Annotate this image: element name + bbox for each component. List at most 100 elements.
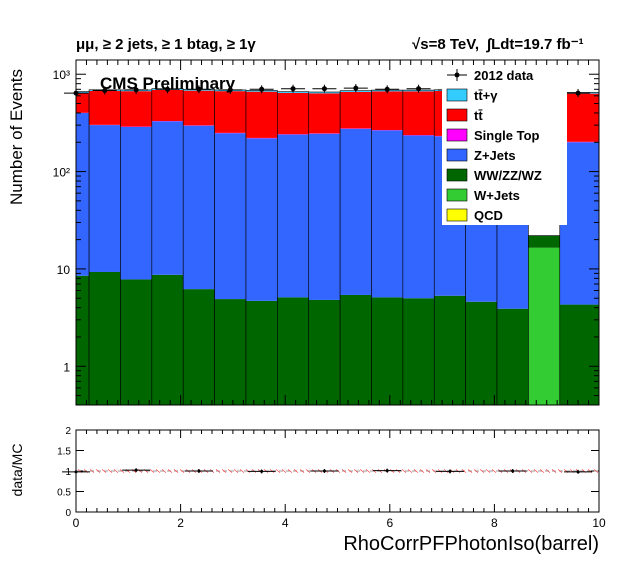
legend-label-0: 2012 data <box>474 68 534 83</box>
bar-z-jets-bin-9 <box>340 128 372 295</box>
legend-label-4: Z+Jets <box>474 148 516 163</box>
ratio-plot-panel: 0 0.5 1 1.5 2 0 2 4 6 8 10 <box>57 426 606 530</box>
ratio-point-1 <box>134 468 138 472</box>
ratio-uncertainty-hatch <box>293 469 299 473</box>
data-point-4 <box>196 86 202 92</box>
bar-tt--bin-11 <box>402 91 435 136</box>
lumi-label: ∫Ldt=19.7 fb⁻¹ <box>486 36 584 53</box>
bar-ww-zz-wz-bin-13 <box>465 301 498 405</box>
ratio-y-tick-label-3: 1.5 <box>57 447 71 458</box>
bar-tt--bin-3 <box>151 89 184 122</box>
ratio-uncertainty-hatch <box>107 469 113 473</box>
ratio-uncertainty-hatch <box>305 469 311 473</box>
ratio-point-6 <box>448 469 452 473</box>
legend-swatch-1 <box>446 88 468 102</box>
bar-z-jets-bin-5 <box>214 133 246 300</box>
x-tick-label-5: 10 <box>592 516 606 530</box>
legend-marker <box>454 72 460 78</box>
ratio-uncertainty-hatch <box>119 469 125 473</box>
bar-ww-zz-wz-bin-5 <box>214 299 246 405</box>
ratio-points <box>62 468 599 474</box>
ratio-uncertainty-hatch <box>539 469 545 473</box>
y-tick-label-1: 10 <box>57 263 71 277</box>
bar-tt--bin-9 <box>340 91 372 129</box>
y-tick-label-2: 10² <box>53 166 70 180</box>
x-tick-label-4: 8 <box>491 516 498 530</box>
legend-swatch-5 <box>446 168 468 182</box>
legend-label-2: tt̄ <box>474 108 483 123</box>
data-point-7 <box>290 86 296 92</box>
bar-ww-zz-wz-bin-12 <box>434 295 466 405</box>
bar-ww-zz-wz-bin-14 <box>497 308 529 405</box>
bar-z-jets-bin-8 <box>308 133 341 300</box>
ratio-uncertainty-hatch <box>479 469 485 473</box>
bar-z-jets-bin-4 <box>183 125 215 290</box>
ratio-y-tick-label-2: 1 <box>65 467 71 478</box>
bar-tt--bin-0 <box>76 92 90 113</box>
ratio-uncertainty-hatch <box>101 469 107 473</box>
ratio-axis-ticks: 0 0.5 1 1.5 2 0 2 4 6 8 10 <box>57 426 606 530</box>
x-axis-label: RhoCorrPFPhotonIso(barrel) <box>343 533 599 555</box>
ratio-uncertainty-hatch <box>287 469 293 473</box>
data-point-15 <box>575 90 581 96</box>
bar-ww-zz-wz-bin-10 <box>371 297 403 405</box>
ratio-point-3 <box>260 469 264 473</box>
ratio-uncertainty-hatch <box>365 469 371 473</box>
x-tick-label-3: 6 <box>386 516 393 530</box>
ratio-uncertainty-hatch <box>95 469 101 473</box>
bar-tt--bin-5 <box>214 91 246 133</box>
ratio-uncertainty-hatch <box>149 469 155 473</box>
main-y-ticks: 1 10 10² 10³ <box>53 60 600 406</box>
ratio-uncertainty-hatch <box>461 469 467 473</box>
bar-z-jets-bin-7 <box>277 134 309 298</box>
data-point-8 <box>321 86 327 92</box>
legend-swatch-3 <box>446 128 468 142</box>
x-tick-label-1: 2 <box>177 516 184 530</box>
bar-tt--bin-6 <box>245 91 278 138</box>
ratio-uncertainty-hatch <box>89 469 95 473</box>
legend-swatch-4 <box>446 148 468 162</box>
data-points <box>64 84 591 98</box>
y-tick-label-0: 1 <box>63 360 70 374</box>
data-point-11 <box>416 86 422 92</box>
ratio-y-axis-label: data/MC <box>9 444 25 497</box>
ratio-uncertainty-hatch <box>485 469 491 473</box>
ratio-uncertainty-hatch <box>533 469 539 473</box>
ratio-uncertainty-hatch <box>557 469 563 473</box>
bar-ww-zz-wz-bin-11 <box>402 298 435 405</box>
bar-ww-zz-wz-bin-4 <box>183 289 215 405</box>
bar-w-jets-bin-15 <box>528 247 560 405</box>
ratio-point-5 <box>385 469 389 473</box>
ratio-uncertainty-hatch <box>401 469 407 473</box>
data-point-3 <box>165 86 171 92</box>
ratio-uncertainty-hatch <box>353 469 359 473</box>
ratio-uncertainty-hatch <box>281 469 287 473</box>
ratio-point-4 <box>322 469 326 473</box>
x-tick-label-0: 0 <box>73 516 80 530</box>
ratio-uncertainty-hatch <box>239 469 245 473</box>
y-tick-label-3: 10³ <box>53 68 70 82</box>
ratio-y-tick-label-1: 0.5 <box>57 488 71 499</box>
bar-z-jets-bin-11 <box>402 135 435 299</box>
ratio-uncertainty-hatch <box>215 469 221 473</box>
bar-ww-zz-wz-bin-3 <box>151 274 184 405</box>
bar-ww-zz-wz-bin-2 <box>120 279 152 405</box>
legend-label-1: tt̄+γ <box>474 88 498 103</box>
ratio-uncertainty-hatch <box>275 469 281 473</box>
ratio-uncertainty-hatch <box>227 469 233 473</box>
ratio-point-8 <box>576 470 580 474</box>
ratio-uncertainty-hatch <box>341 469 347 473</box>
ratio-uncertainty-hatch <box>467 469 473 473</box>
ratio-uncertainty-hatch <box>173 469 179 473</box>
ratio-uncertainty-hatch <box>545 469 551 473</box>
ratio-y-tick-label-0: 0 <box>65 508 71 519</box>
ratio-uncertainty-hatch <box>221 469 227 473</box>
ratio-uncertainty-hatch <box>161 469 167 473</box>
ratio-uncertainty-hatch <box>473 469 479 473</box>
ratio-uncertainty-hatch <box>593 469 599 473</box>
data-point-10 <box>384 86 390 92</box>
main-y-axis-label: Number of Events <box>7 69 26 205</box>
ratio-point-7 <box>511 469 515 473</box>
bar-z-jets-bin-0 <box>76 113 90 276</box>
